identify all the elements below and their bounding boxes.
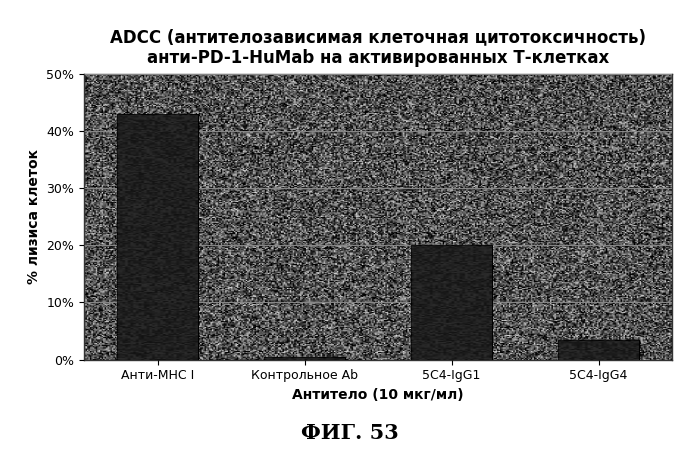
Bar — [411, 245, 492, 360]
Bar — [558, 340, 639, 360]
Y-axis label: % лизиса клеток: % лизиса клеток — [27, 149, 41, 284]
X-axis label: Антитело (10 мкг/мл): Антитело (10 мкг/мл) — [292, 388, 464, 402]
Title: ADCC (антителозависимая клеточная цитотоксичность)
анти-PD-1-HuMab на активирова: ADCC (антителозависимая клеточная цитото… — [110, 28, 646, 67]
Bar — [117, 114, 198, 360]
Text: ФИГ. 53: ФИГ. 53 — [301, 423, 399, 443]
Bar — [264, 357, 345, 360]
